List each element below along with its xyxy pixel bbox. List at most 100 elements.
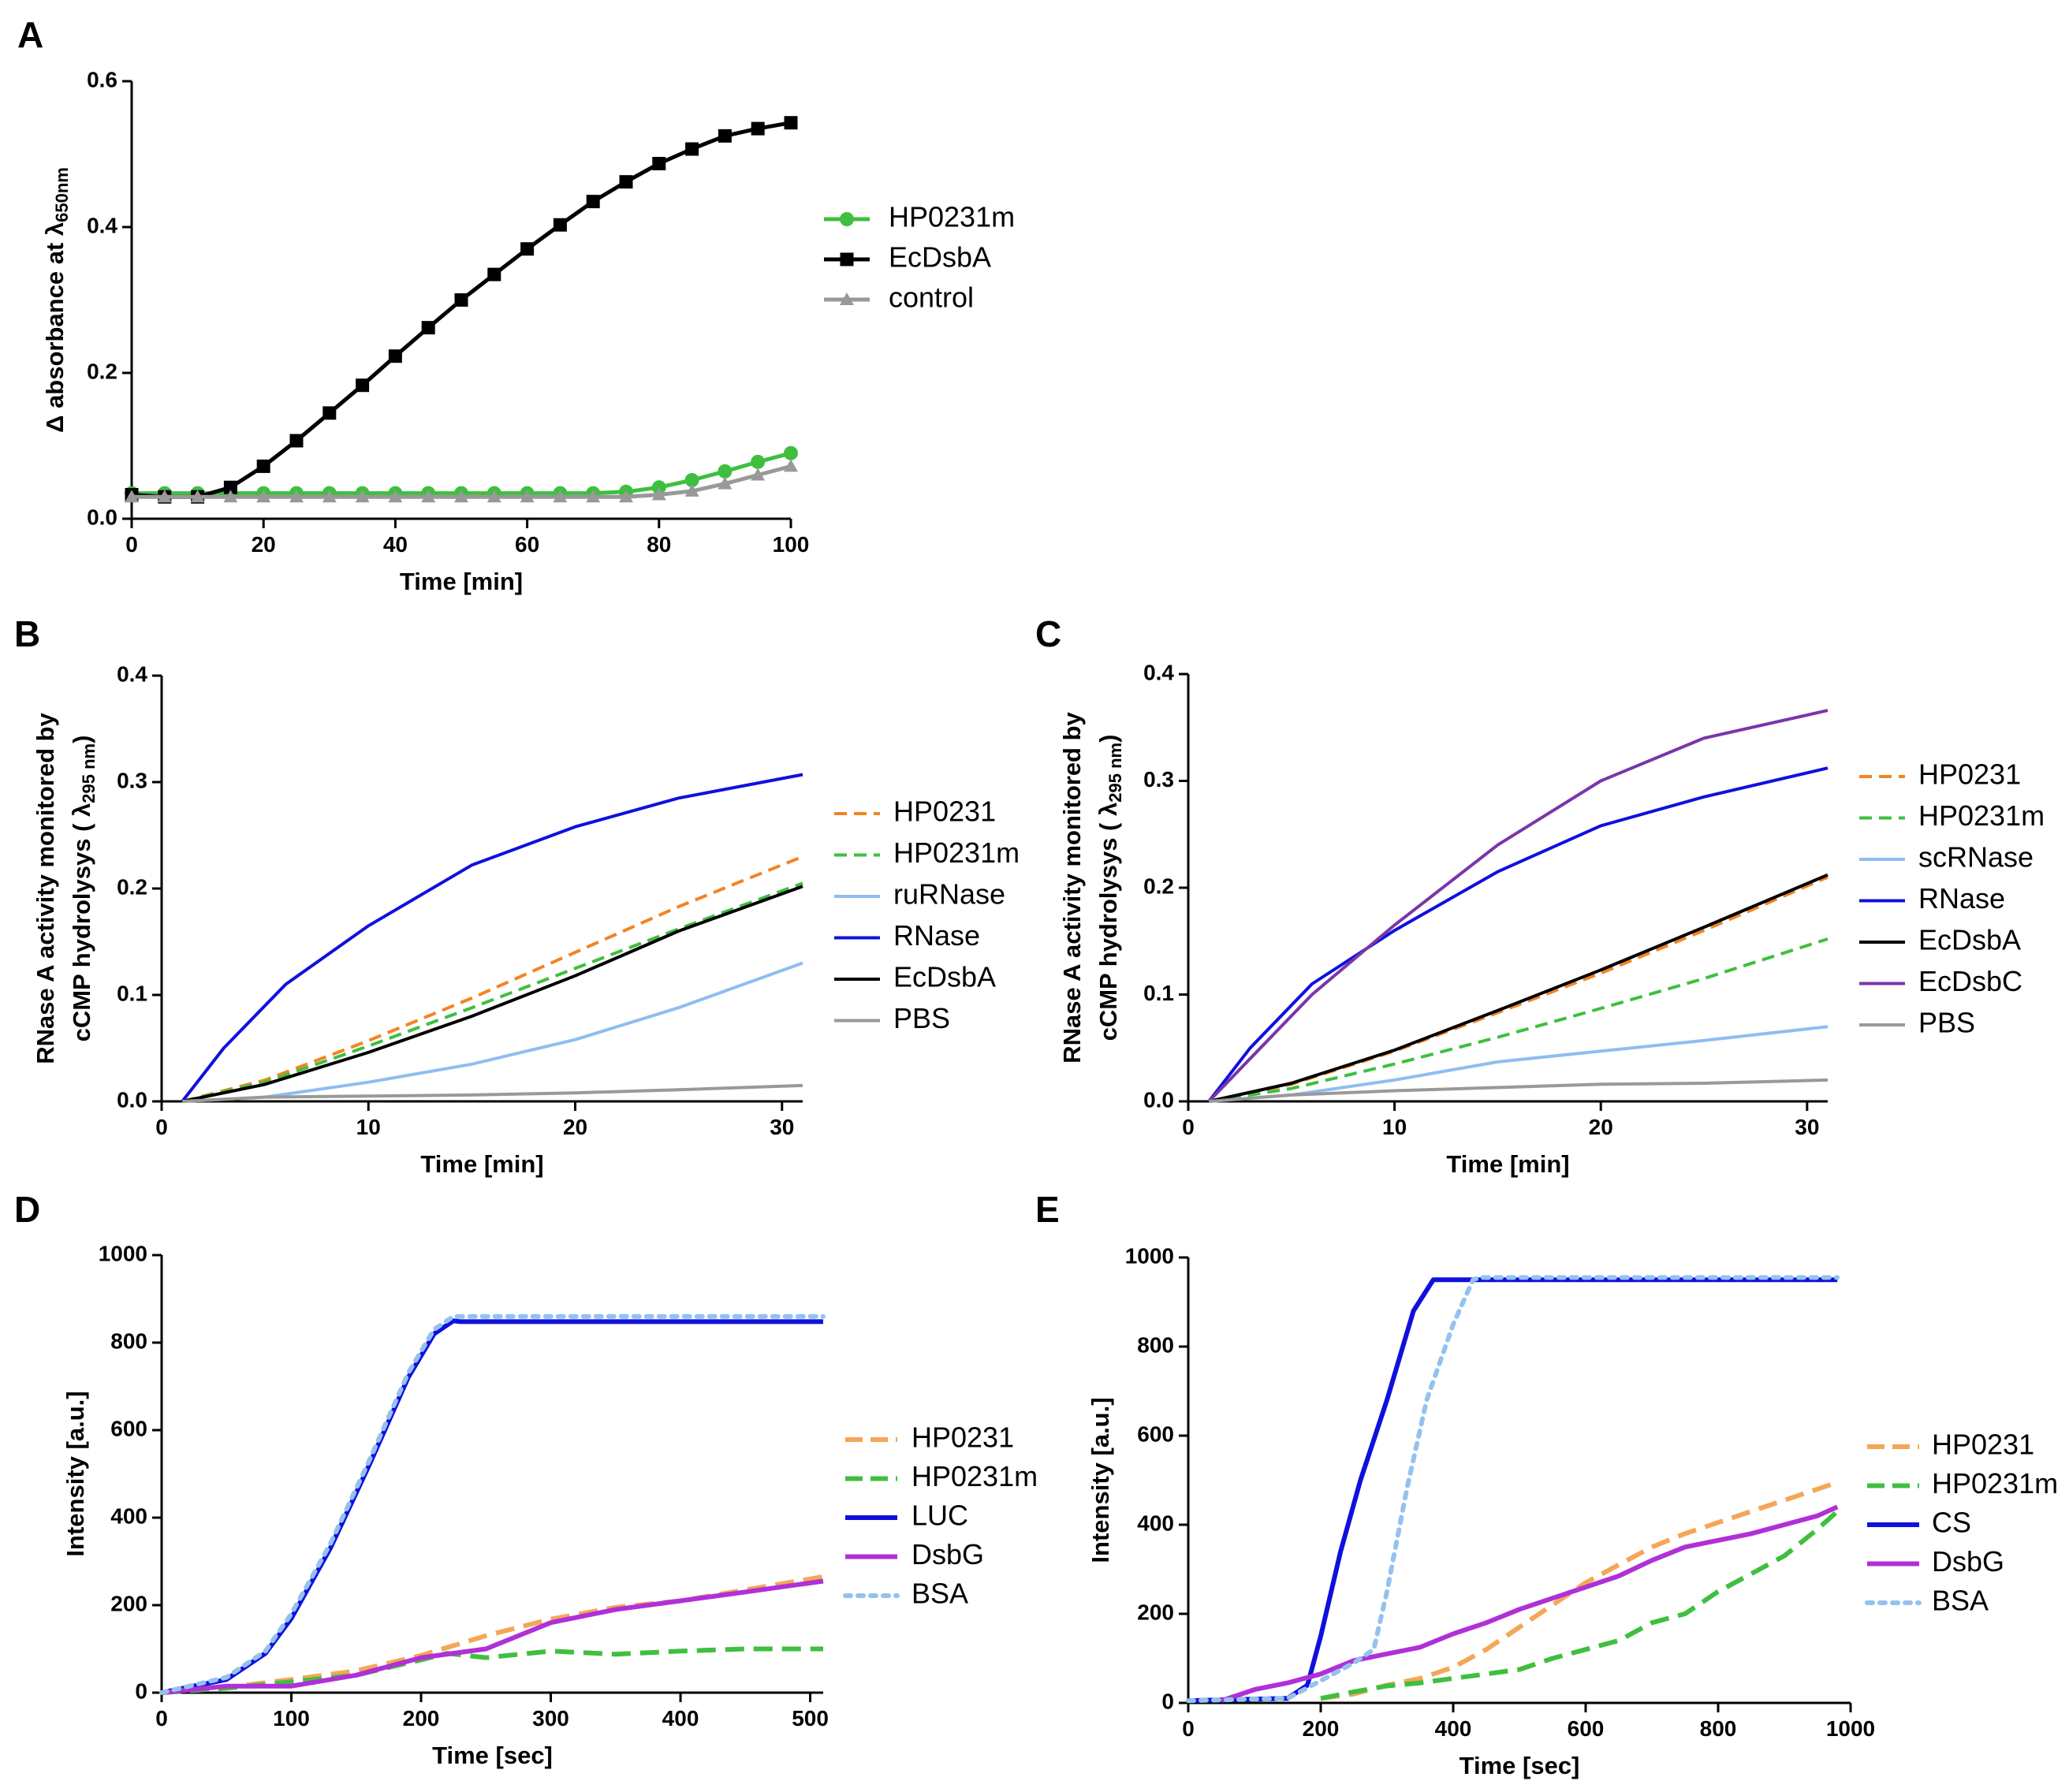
- y-tick-label: 0.3: [117, 768, 147, 792]
- panel-e: E 0 200 400 600 800 1000 0 200 400 600 800 1000 Time …: [1035, 1189, 2058, 1779]
- data-point-control: [619, 490, 633, 503]
- data-point-ecdsba: [256, 459, 270, 473]
- series-line-hp0231: [181, 855, 803, 1103]
- data-point-ecdsba: [388, 349, 402, 363]
- series-line-hp0231m: [1320, 1509, 1840, 1701]
- series-line-dsbg: [1221, 1504, 1839, 1704]
- data-point-control: [553, 490, 568, 503]
- y-tick-label: 0.4: [87, 213, 117, 237]
- series-line-rnase: [1207, 766, 1829, 1103]
- data-point-control: [684, 483, 699, 497]
- series-line-ecdsba: [181, 885, 803, 1103]
- y-tick-label: 0.0: [87, 505, 117, 529]
- series-line-cs: [1187, 1277, 1838, 1704]
- y-tick-label: 200: [1137, 1600, 1174, 1624]
- y-tick-label: 0: [1161, 1689, 1174, 1713]
- panel-label-c: C: [1035, 613, 1061, 654]
- legend-label: BSA: [1932, 1585, 1989, 1617]
- x-axis-title: Time [min]: [1446, 1150, 1569, 1178]
- series-line-pbs: [1209, 1078, 1829, 1103]
- y-tick-label: 0.1: [117, 981, 147, 1005]
- panel-d: D 0 200 400 600 800 1000 0 100 200 300 400 500 Time […: [14, 1189, 1038, 1769]
- legend-label: ruRNase: [893, 878, 1005, 911]
- x-tick-label: 100: [773, 532, 810, 557]
- data-point-control: [784, 459, 798, 472]
- x-tick-label: 30: [770, 1115, 794, 1139]
- x-tick-label: 20: [1589, 1115, 1613, 1139]
- data-point-hp0231m: [684, 472, 699, 487]
- y-axis-title: Intensity [a.u.]: [1087, 1397, 1114, 1563]
- data-point-control: [520, 490, 535, 503]
- legend-label: scRNase: [1918, 841, 2034, 874]
- y-tick-label: 1000: [1125, 1243, 1174, 1268]
- y-tick-label: 0.4: [1143, 660, 1174, 684]
- x-axis-title: Time [sec]: [1459, 1752, 1580, 1779]
- series-line-hp0231m: [1208, 937, 1829, 1103]
- y-tick-label: 0.0: [1143, 1087, 1174, 1112]
- x-tick-label: 40: [383, 532, 408, 557]
- data-point-control: [157, 490, 172, 503]
- legend-label: HP0231: [1932, 1429, 2034, 1461]
- series-line-luc: [161, 1318, 823, 1695]
- lambda-symbol: λ: [41, 222, 69, 236]
- legend-marker-ecdsba: [840, 252, 854, 266]
- series-line-hp0231: [1208, 875, 1829, 1103]
- y-axis-title: Δ absorbance at λ650nm: [41, 167, 72, 433]
- x-tick-label: 60: [515, 532, 539, 557]
- data-point-ecdsba: [553, 218, 567, 232]
- y-axis-title: Intensity [a.u.]: [62, 1391, 89, 1556]
- series-line-bsa: [1186, 1275, 1840, 1704]
- x-axis-title: Time [min]: [400, 568, 523, 595]
- data-point-control: [651, 487, 666, 501]
- x-tick-label: 300: [532, 1706, 569, 1731]
- data-point-control: [322, 490, 337, 503]
- data-point-ecdsba: [586, 195, 600, 209]
- data-point-control: [190, 490, 205, 503]
- series-line-scrnase: [1209, 1025, 1829, 1103]
- legend-label: HP0231m: [911, 1460, 1038, 1492]
- legend-label: DsbG: [1932, 1545, 2004, 1578]
- y-tick-label: 0.2: [117, 874, 147, 899]
- legend-label: HP0231: [893, 795, 996, 828]
- panel-label-e: E: [1035, 1189, 1060, 1230]
- y-tick-label: 0.4: [117, 661, 147, 686]
- data-point-ecdsba: [751, 121, 765, 136]
- y-axis-title-prefix: Δ absorbance at: [41, 236, 69, 433]
- series-line-dsbg: [161, 1578, 824, 1695]
- y-tick-label: 0.0: [117, 1087, 147, 1112]
- y-tick-label: 400: [1137, 1511, 1174, 1535]
- legend-label: HP0231m: [1932, 1467, 2058, 1500]
- data-point-ecdsba: [356, 378, 370, 393]
- y-tick-label: 0.2: [1143, 874, 1174, 898]
- x-tick-label: 0: [1182, 1716, 1195, 1741]
- legend-label: PBS: [1918, 1007, 1975, 1039]
- data-point-ecdsba: [685, 142, 699, 156]
- x-axis-title: Time [min]: [420, 1150, 543, 1178]
- y-axis-title-subscript: 295 nm: [1105, 743, 1125, 803]
- legend-label: HP0231: [1918, 758, 2021, 791]
- data-point-control: [718, 476, 733, 490]
- y-axis-title-suffix: ): [1094, 735, 1122, 743]
- y-tick-label: 0: [135, 1678, 147, 1703]
- x-tick-label: 0: [155, 1706, 168, 1731]
- data-point-ecdsba: [289, 434, 304, 448]
- x-tick-label: 0: [125, 532, 138, 557]
- series-line-pbs: [182, 1083, 803, 1103]
- x-tick-label: 20: [563, 1115, 587, 1139]
- data-point-ecdsba: [322, 406, 337, 420]
- y-axis-title-line2: cCMP hydrolysys ( λ295 nm): [1094, 735, 1125, 1041]
- series-line-hp0231: [1320, 1480, 1839, 1701]
- data-point-hp0231m: [784, 445, 798, 460]
- x-axis-title: Time [sec]: [432, 1742, 553, 1769]
- y-tick-label: 0.2: [87, 359, 117, 383]
- x-tick-label: 400: [1435, 1716, 1472, 1741]
- legend-label: RNase: [1918, 882, 2005, 915]
- panel-label-d: D: [14, 1189, 40, 1230]
- data-point-hp0231m: [718, 464, 733, 479]
- data-point-ecdsba: [223, 480, 237, 494]
- data-point-ecdsba: [619, 175, 633, 189]
- y-tick-label: 600: [110, 1416, 147, 1440]
- x-tick-label: 600: [1568, 1716, 1605, 1741]
- y-tick-label: 0.1: [1143, 981, 1174, 1005]
